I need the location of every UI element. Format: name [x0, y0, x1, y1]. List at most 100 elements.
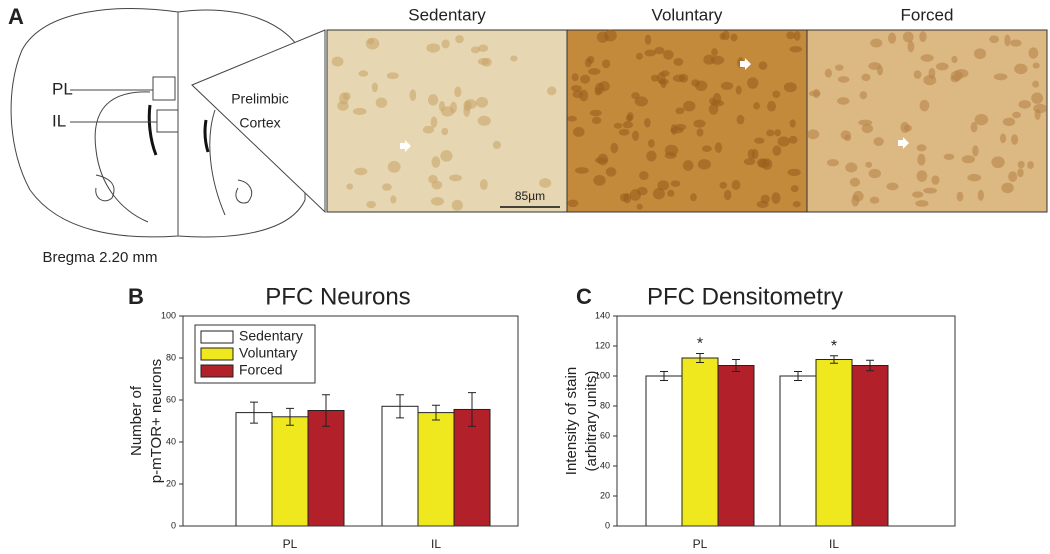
- cell: [366, 200, 376, 209]
- cell: [431, 156, 441, 168]
- y-axis-title: p-mTOR+ neurons: [148, 359, 165, 483]
- cell: [683, 100, 696, 112]
- y-tick-label: 0: [605, 520, 610, 530]
- cell: [731, 180, 741, 190]
- cell: [352, 107, 367, 115]
- cell: [919, 31, 927, 43]
- cell: [430, 197, 444, 206]
- y-tick-label: 60: [600, 430, 610, 440]
- cell: [478, 44, 489, 52]
- cell: [613, 122, 623, 129]
- cell: [913, 70, 922, 79]
- y-tick-label: 80: [166, 352, 176, 362]
- bar: [851, 365, 889, 527]
- y-tick-label: 140: [595, 310, 610, 320]
- cell: [870, 38, 883, 48]
- bar: [307, 410, 345, 527]
- legend-label: Forced: [239, 362, 283, 378]
- cell: [787, 168, 801, 177]
- cell: [441, 39, 450, 49]
- cell: [625, 114, 633, 122]
- inset-label: Prelimbic: [231, 91, 289, 107]
- y-tick-label: 0: [171, 520, 176, 530]
- arrow: [898, 137, 909, 149]
- cell: [812, 88, 821, 99]
- cell: [844, 134, 852, 142]
- cell: [861, 73, 871, 82]
- y-tick-label: 80: [600, 400, 610, 410]
- bar: [779, 375, 817, 527]
- plot-frame: [616, 315, 956, 527]
- cell: [701, 145, 712, 152]
- cell: [923, 187, 937, 194]
- cell: [331, 56, 344, 67]
- cell: [766, 129, 775, 137]
- cell: [593, 174, 606, 186]
- cell: [751, 148, 759, 160]
- cell: [664, 152, 677, 159]
- scale-bar-label: 85µm: [515, 189, 545, 203]
- error-bar: [830, 355, 838, 364]
- micrograph: [326, 29, 568, 213]
- cell: [1011, 134, 1019, 145]
- cell: [463, 104, 471, 117]
- error-bar: [250, 401, 258, 424]
- cell: [873, 137, 884, 147]
- cell: [861, 123, 874, 134]
- legend-label: Voluntary: [239, 345, 297, 361]
- chart-title: PFC Neurons: [265, 283, 410, 310]
- cell: [719, 181, 728, 189]
- cell: [449, 174, 462, 182]
- region-label: IL: [52, 111, 66, 130]
- inset-label: Cortex: [239, 115, 280, 131]
- y-tick-label: 120: [595, 340, 610, 350]
- cell: [915, 200, 929, 207]
- bar: [681, 357, 719, 527]
- cell: [1031, 92, 1044, 104]
- cell: [610, 142, 619, 154]
- cell: [632, 130, 640, 141]
- cell: [788, 135, 798, 144]
- cell: [644, 34, 652, 45]
- cell: [477, 58, 490, 66]
- cell: [710, 55, 725, 65]
- cell: [974, 113, 989, 126]
- cell: [722, 30, 730, 41]
- cell: [584, 58, 592, 68]
- cell: [774, 129, 781, 137]
- x-tick-label: PL: [693, 537, 708, 551]
- cell: [690, 193, 697, 202]
- legend-swatch: [200, 330, 234, 344]
- cell: [1028, 47, 1039, 59]
- cell: [618, 128, 630, 136]
- cell: [989, 35, 999, 44]
- bar: [271, 416, 309, 527]
- significance-marker: *: [697, 336, 703, 353]
- cell: [629, 189, 641, 201]
- cell: [760, 194, 770, 204]
- cell: [730, 33, 738, 42]
- cell: [605, 167, 617, 177]
- cell: [492, 140, 501, 150]
- cell: [1034, 108, 1041, 121]
- y-tick-label: 20: [166, 478, 176, 488]
- cell: [907, 40, 915, 53]
- cell: [622, 121, 634, 129]
- cell: [455, 35, 464, 44]
- cell: [567, 199, 579, 208]
- cell: [634, 96, 648, 107]
- cell: [598, 80, 610, 92]
- y-tick-label: 60: [166, 394, 176, 404]
- cell: [596, 31, 609, 43]
- cell: [387, 160, 401, 173]
- cell: [789, 119, 796, 128]
- cell: [807, 129, 820, 140]
- cell: [346, 183, 354, 190]
- cell: [440, 150, 453, 162]
- cell: [674, 123, 687, 131]
- cell: [390, 195, 397, 204]
- x-tick-label: IL: [829, 537, 839, 551]
- cell: [865, 161, 873, 168]
- cell: [646, 150, 657, 162]
- micrographs: [326, 29, 1048, 213]
